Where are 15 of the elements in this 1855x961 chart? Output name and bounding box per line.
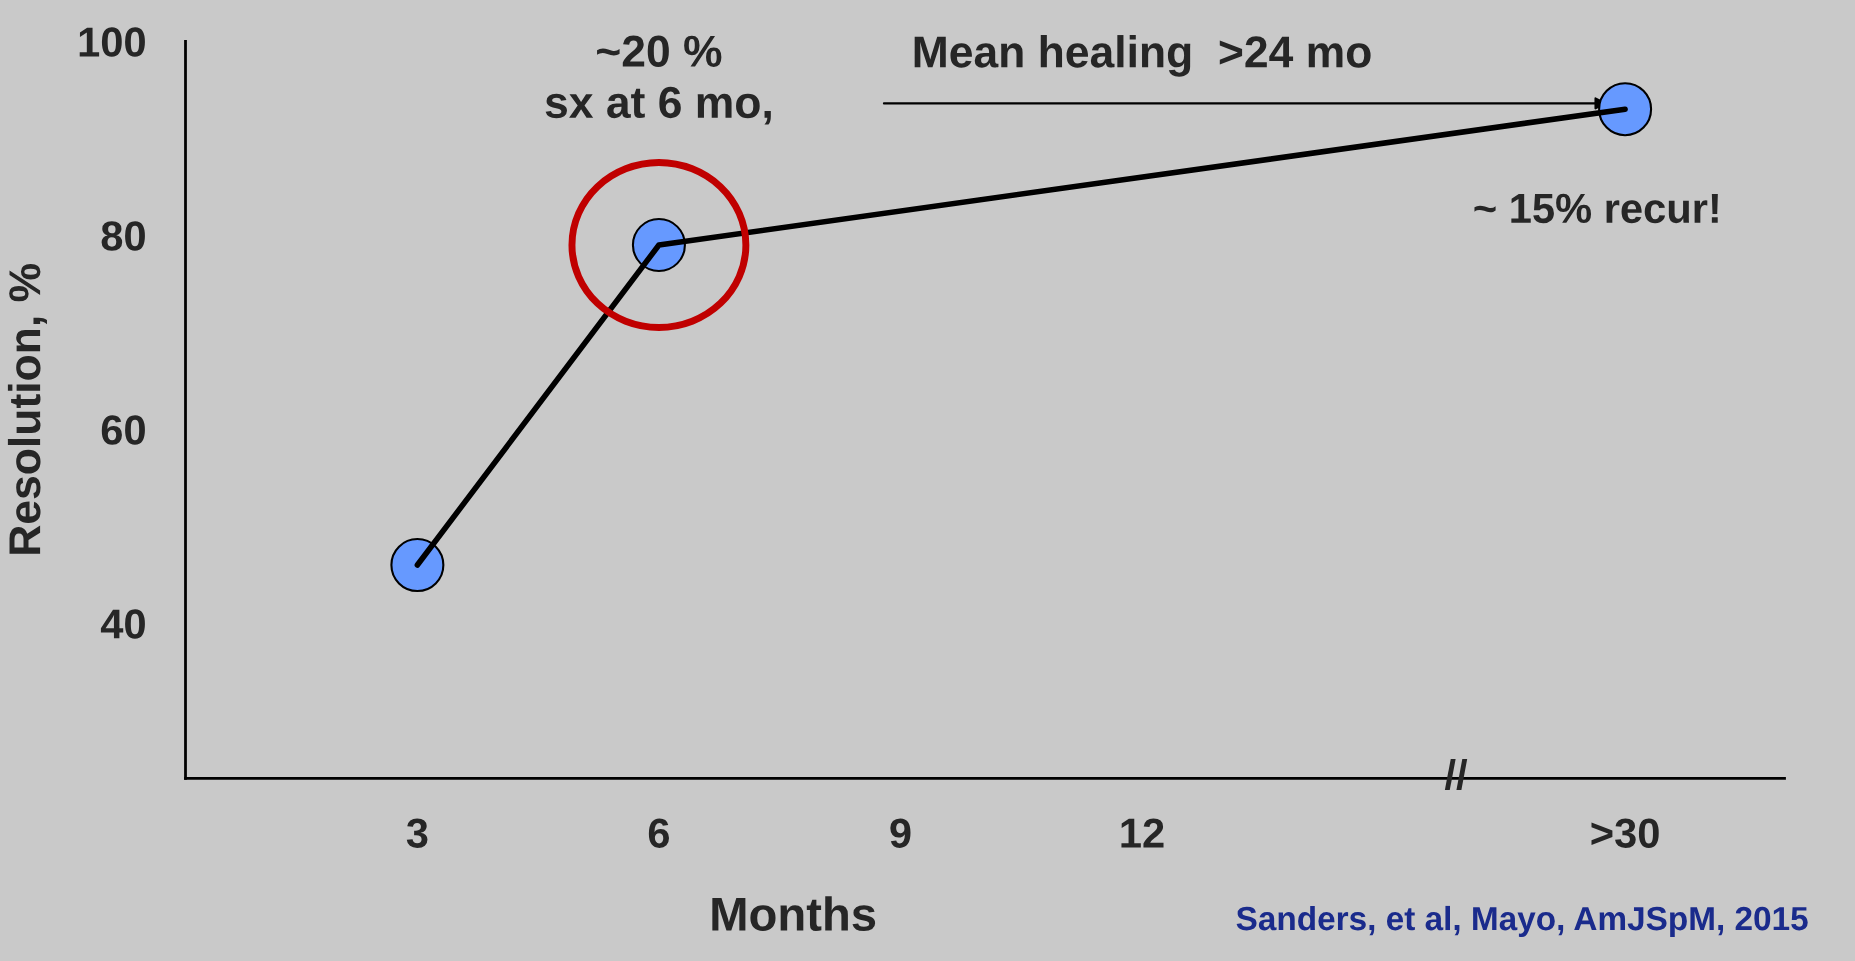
- y-tick-label: 40: [100, 609, 145, 639]
- x-tick-label: 6: [648, 818, 669, 848]
- text: Sanders, et al, Mayo, AmJSpM, 2015: [1236, 905, 1808, 937]
- y-tick-label: 60: [101, 415, 145, 445]
- annotation: Mean healing >24 mo: [914, 35, 1371, 77]
- x-tick-label: >30: [1591, 818, 1659, 848]
- annotation: ~ 15% recur!: [1474, 193, 1718, 224]
- y-tick-label: 100: [79, 27, 145, 57]
- y-axis-title: Resolution, %: [7, 264, 47, 554]
- annotation: ~20 % sx at 6 mo,: [545, 35, 771, 125]
- x-tick-label: 12: [1121, 818, 1164, 848]
- y-tick-label: 80: [101, 221, 145, 251]
- x-tick-label: 3: [406, 818, 428, 848]
- x-axis-title: Months: [712, 896, 876, 932]
- x-tick-label: 9: [890, 818, 911, 848]
